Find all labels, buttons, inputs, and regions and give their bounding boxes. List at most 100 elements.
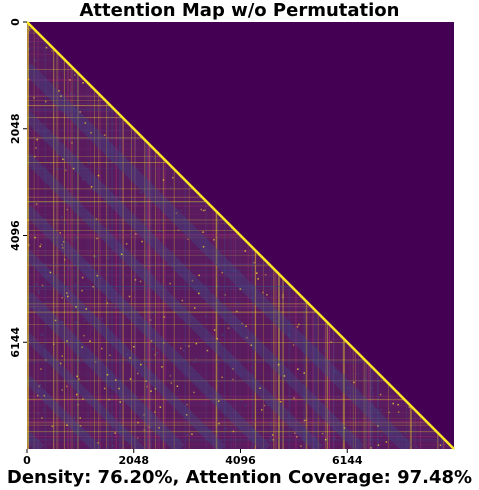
speckle [257, 278, 259, 280]
speckle [75, 393, 78, 396]
speckle [353, 381, 355, 384]
speckle [109, 433, 112, 436]
speckle [135, 396, 137, 399]
speckle [57, 273, 59, 276]
speckle [139, 280, 142, 283]
x-tick-label: 6144 [332, 454, 363, 467]
speckle [161, 366, 163, 368]
speckle [343, 427, 346, 429]
speckle [55, 431, 58, 434]
speckle [298, 367, 301, 370]
speckle [97, 254, 100, 256]
speckle [81, 346, 83, 348]
speckle [59, 232, 61, 234]
speckle [45, 100, 47, 103]
speckle [40, 334, 43, 336]
speckle [219, 226, 222, 228]
speckle [78, 359, 80, 361]
speckle [84, 282, 86, 285]
speckle [112, 122, 114, 124]
speckle [37, 290, 40, 292]
speckle [202, 231, 205, 233]
speckle [408, 406, 410, 408]
speckle [119, 401, 121, 403]
speckle [163, 316, 165, 318]
speckle [149, 319, 152, 321]
speckle [76, 254, 78, 257]
speckle [99, 269, 101, 271]
speckle [397, 403, 399, 406]
speckle [62, 247, 64, 249]
speckle [114, 306, 116, 309]
speckle [221, 393, 223, 396]
speckle [232, 378, 234, 381]
y-tick-label: 4096 [9, 220, 22, 251]
speckle [33, 97, 35, 99]
speckle [251, 446, 253, 448]
speckle [111, 150, 113, 153]
speckle [337, 395, 339, 398]
speckle [68, 267, 70, 269]
speckle [264, 274, 267, 276]
speckle [282, 296, 284, 299]
speckle [97, 442, 99, 444]
speckle [61, 389, 63, 391]
speckle [180, 347, 182, 350]
speckle [221, 439, 224, 441]
speckle [150, 205, 152, 207]
speckle [296, 311, 299, 313]
speckle [65, 169, 67, 172]
speckle [34, 233, 36, 235]
density-coverage-caption: Density: 76.20%, Attention Coverage: 97.… [6, 467, 473, 488]
speckle [38, 385, 40, 388]
speckle [245, 325, 247, 327]
speckle [374, 409, 376, 411]
speckle [93, 178, 96, 180]
speckle [75, 306, 77, 308]
speckle [150, 443, 152, 446]
speckle [57, 324, 59, 327]
speckle [213, 329, 216, 331]
speckle [66, 338, 68, 340]
speckle [141, 240, 143, 243]
speckle [213, 239, 215, 241]
speckle [316, 347, 319, 349]
speckle [137, 421, 139, 424]
speckle [62, 158, 64, 161]
speckle [38, 292, 40, 294]
speckle [95, 338, 97, 341]
speckle [106, 374, 109, 376]
speckle [108, 228, 110, 231]
speckle [130, 144, 132, 147]
speckle [103, 387, 106, 390]
speckle [200, 208, 202, 211]
y-axis: 0 2048 4096 6144 [9, 18, 27, 358]
speckle [224, 427, 227, 430]
speckle [176, 385, 179, 387]
speckle [173, 409, 175, 411]
speckle [83, 319, 86, 322]
speckle [297, 368, 299, 370]
y-tick-label: 6144 [9, 327, 22, 358]
speckle [79, 111, 81, 113]
speckle [130, 233, 132, 235]
speckle [334, 370, 336, 372]
speckle [158, 430, 160, 432]
speckle [303, 372, 305, 374]
speckle [100, 330, 103, 332]
speckle [202, 209, 205, 212]
speckle [60, 95, 62, 97]
speckle [37, 148, 39, 151]
speckle [325, 438, 327, 441]
speckle [92, 286, 94, 288]
speckle [125, 243, 128, 245]
speckle [162, 179, 165, 181]
speckle [79, 417, 81, 419]
speckle [305, 309, 307, 311]
speckle [107, 257, 109, 259]
speckle [95, 391, 98, 394]
speckle [272, 434, 274, 436]
speckle [266, 294, 268, 296]
speckle [246, 336, 248, 339]
speckle [204, 315, 207, 317]
